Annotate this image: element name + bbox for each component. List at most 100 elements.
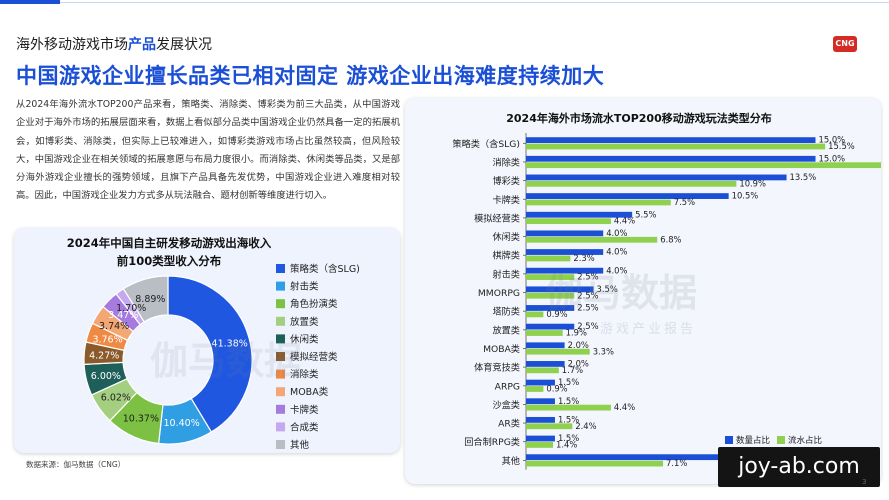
- legend-label: 放置类: [290, 316, 319, 328]
- legend-swatch: [276, 440, 285, 449]
- bar-value-label: 1.7%: [562, 365, 583, 375]
- bar-value-label: 10.5%: [732, 191, 759, 201]
- category-label: 消除类: [492, 156, 520, 168]
- bar-value-label: 1.5%: [558, 433, 579, 443]
- bar-revenue-share: [526, 162, 889, 169]
- bar-count-share: [526, 174, 787, 181]
- bar-revenue-share: [526, 292, 575, 299]
- bar-revenue-share: [526, 199, 671, 206]
- legend-swatch: [276, 316, 285, 326]
- bar-revenue-share: [526, 367, 559, 374]
- category-label: 策略类（含SLG): [452, 138, 520, 150]
- bar-count-share: [526, 379, 555, 386]
- bar-count-share: [526, 137, 816, 144]
- bar-legend-label: 数量占比: [736, 435, 770, 446]
- accent-line: [60, 2, 889, 3]
- source-note: 数据来源：伽马数据（CNG）: [26, 460, 126, 469]
- bar-count-share: [526, 454, 719, 461]
- category-label: 回合制RPG类: [464, 436, 520, 448]
- legend-swatch: [276, 404, 285, 414]
- donut-slice: [167, 275, 253, 433]
- donut-slice-label: 1.70%: [116, 303, 146, 314]
- bar-value-label: 5.5%: [635, 209, 656, 219]
- legend-swatch: [276, 334, 285, 344]
- legend-label: 卡牌类: [290, 404, 319, 416]
- watermark-main: 伽马数据: [545, 271, 698, 315]
- bar-value-label: 4.0%: [606, 265, 627, 275]
- bar-chart: 2024年海外市场流水TOP200移动游戏玩法类型分布 策略类（含SLG) 消除类…: [452, 111, 889, 470]
- body-paragraph: 从2024年海外流水TOP200产品来看，策略类、消除类、博彩类为前三大品类，从…: [16, 99, 400, 202]
- bar-revenue-share: [526, 311, 544, 318]
- category-label: 休闲类: [492, 231, 520, 243]
- bar-count-share: [526, 435, 555, 442]
- category-label: 博彩类: [492, 175, 520, 187]
- bar-count-share: [526, 286, 594, 293]
- bar-value-label: 1.9%: [566, 328, 587, 338]
- bar-value-label: 2.0%: [568, 340, 589, 350]
- bar-revenue-share: [526, 274, 575, 280]
- bar-value-labels: 15.0%15.5%15.0%20.6%13.5%10.9%10.5%7.5%5…: [546, 135, 854, 468]
- donut-chart-subtitle: 前100类型收入分布: [117, 254, 222, 268]
- bar-chart-card: 2024年海外市场流水TOP200移动游戏玩法类型分布 策略类（含SLG) 消除类…: [405, 98, 889, 484]
- donut-slice: [122, 275, 169, 323]
- category-label: 卡牌类: [492, 194, 520, 206]
- category-label: 放置类: [492, 324, 520, 336]
- legend-swatch: [276, 299, 285, 309]
- donut-slice-label: 10.37%: [123, 413, 159, 424]
- bar-revenue-share: [526, 143, 826, 150]
- bar-count-share: [526, 267, 604, 274]
- legend-swatch: [276, 369, 285, 379]
- bar-value-label: 4.0%: [606, 228, 627, 238]
- bar-value-label: 1.4%: [556, 440, 577, 450]
- bar-marks: [526, 137, 889, 467]
- accent-block: [0, 0, 60, 4]
- site-watermark: joy-ab.com: [718, 447, 880, 487]
- bar-revenue-share: [526, 255, 571, 262]
- bar-value-label: 15.0%: [819, 153, 846, 163]
- category-label: MOBA类: [483, 343, 520, 355]
- watermark-main-left: 伽马数据: [150, 339, 303, 383]
- bar-value-label: 4.4%: [614, 216, 635, 226]
- legend-swatch: [276, 387, 285, 397]
- donut-slice-label: 3.76%: [92, 335, 122, 346]
- category-label: 体育竞技类: [474, 362, 520, 374]
- bar-value-label: 2.5%: [577, 321, 598, 331]
- category-label: MMORPG: [478, 288, 520, 299]
- bar-revenue-share: [526, 348, 590, 355]
- bar-value-label: 2.3%: [573, 253, 594, 263]
- bar-revenue-share: [526, 460, 664, 467]
- legend-swatch: [276, 281, 285, 291]
- bar-value-label: 4.4%: [614, 402, 635, 412]
- bar-revenue-share: [526, 236, 658, 243]
- bar-revenue-share: [526, 180, 737, 187]
- bar-value-label: 1.5%: [558, 396, 579, 406]
- bar-count-share: [526, 342, 565, 349]
- bar-value-label: 13.5%: [790, 172, 817, 182]
- bar-value-label: 10.9%: [739, 178, 766, 188]
- bar-legend: 数量占比 流水占比: [725, 435, 822, 446]
- bar-count-share: [526, 305, 575, 311]
- legend-label: 角色扮演类: [290, 298, 338, 310]
- donut-slice-label: 41.38%: [212, 338, 248, 349]
- bar-value-label: 7.1%: [666, 458, 687, 468]
- legend-label: 策略类（含SLG): [290, 263, 360, 275]
- bar-value-label: 0.9%: [546, 384, 567, 394]
- bar-revenue-share: [526, 386, 544, 392]
- bar-count-share: [526, 416, 555, 423]
- legend-label: 射击类: [290, 281, 319, 293]
- bar-count-share: [526, 211, 633, 218]
- section-title-suffix: 发展状况: [156, 37, 212, 53]
- bar-count-share: [526, 323, 575, 330]
- category-label: 射击类: [492, 268, 520, 280]
- legend-label: 消除类: [290, 369, 319, 381]
- category-label: 沙盒类: [492, 399, 520, 411]
- bar-legend-swatch: [725, 436, 733, 444]
- bar-revenue-share: [526, 442, 554, 448]
- donut-slice-label: 3.47%: [108, 310, 138, 321]
- bar-count-share: [526, 230, 604, 237]
- page-number: 3: [862, 478, 867, 486]
- donut-chart-card: 2024年中国自主研发移动游戏出海收入 前100类型收入分布 41.38% 10.…: [14, 228, 400, 453]
- bar-legend-label: 流水占比: [788, 435, 822, 446]
- legend-label: 休闲类: [290, 333, 319, 345]
